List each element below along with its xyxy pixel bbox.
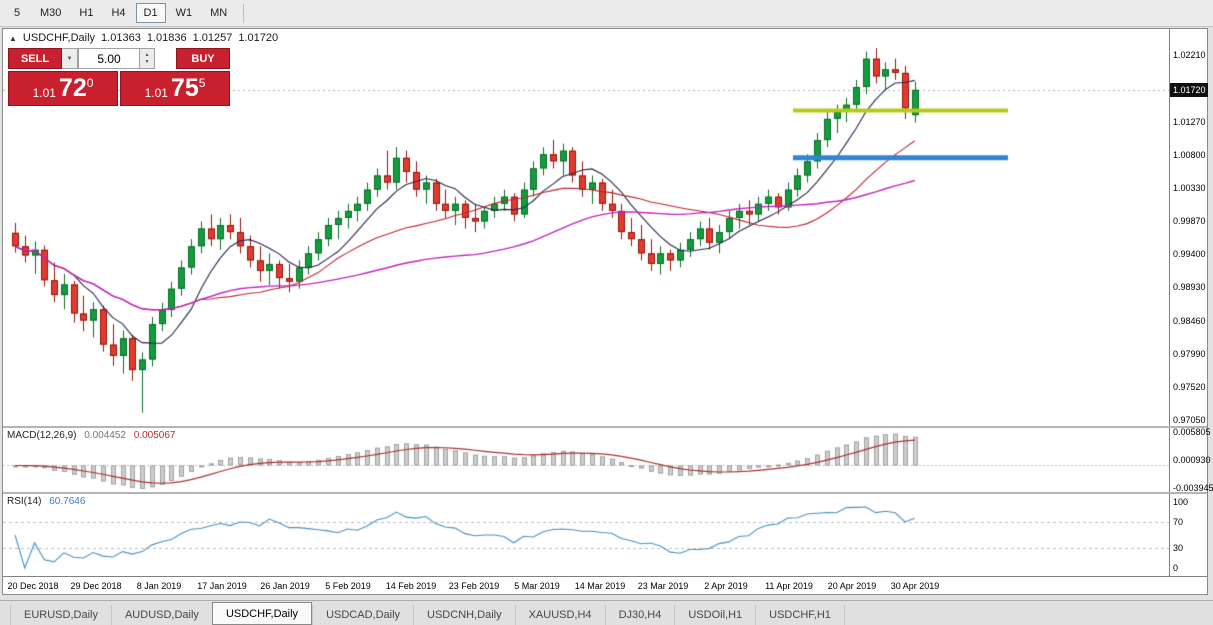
- date-axis-label: 30 Apr 2019: [890, 581, 940, 591]
- sell-price-main: 1.01: [32, 86, 56, 100]
- ohlc-close: 1.01720: [238, 32, 279, 44]
- macd-canvas[interactable]: [3, 428, 1169, 492]
- price-axis[interactable]: 1.01720 1.02210 1.01270 1.00800 1.00330 0.99…: [1169, 29, 1213, 576]
- spin-down-icon: ▼: [144, 58, 150, 65]
- chart-header: ▲ USDCHF,Daily 1.01363 1.01836 1.01257 1…: [9, 32, 278, 44]
- sell-price-sup: 0: [86, 76, 94, 90]
- macd-name: MACD(12,26,9): [7, 430, 77, 441]
- buy-price-main: 1.01: [144, 86, 168, 100]
- price-axis-label: 0.97990: [1173, 348, 1206, 359]
- macd-label: MACD(12,26,9) 0.004452 0.005067: [7, 430, 175, 441]
- rsi-value: 60.7646: [49, 496, 86, 507]
- ohlc-open: 1.01363: [101, 32, 141, 44]
- price-axis-label: 1.00330: [1173, 183, 1206, 194]
- date-axis-label: 5 Mar 2019: [514, 581, 560, 591]
- sell-price-big: 72: [58, 74, 87, 102]
- timeframe-toolbar: 5 M30 H1 H4 D1 W1 MN: [0, 0, 1213, 27]
- rsi-axis-label: 100: [1173, 497, 1189, 507]
- price-axis-label: 0.98460: [1173, 315, 1206, 326]
- chart-tab-usdoil-h1[interactable]: USDOil,H1: [674, 605, 755, 625]
- macd-value: 0.004452: [84, 430, 126, 441]
- date-axis-label: 23 Mar 2019: [637, 581, 689, 591]
- timeframe-button-5[interactable]: 5: [13, 7, 21, 19]
- chart-tab-eurusd-daily[interactable]: EURUSD,Daily: [10, 605, 111, 625]
- chart-tab-usdcad-daily[interactable]: USDCAD,Daily: [312, 605, 413, 625]
- timeframe-button-mn[interactable]: MN: [210, 7, 228, 19]
- rsi-axis-label: 0: [1173, 563, 1179, 573]
- date-axis-label: 29 Dec 2018: [70, 581, 122, 591]
- timeframe-button-m30[interactable]: M30: [40, 7, 62, 19]
- volume-dropdown-button[interactable]: ▼: [62, 48, 78, 69]
- date-axis-label: 8 Jan 2019: [136, 581, 182, 591]
- timeframe-button-h4[interactable]: H4: [111, 7, 126, 19]
- price-axis-label: 0.98930: [1173, 282, 1206, 293]
- timeframe-button-h1[interactable]: H1: [79, 7, 94, 19]
- rsi-name: RSI(14): [7, 496, 42, 507]
- chart-window: ▲ USDCHF,Daily 1.01363 1.01836 1.01257 1…: [2, 28, 1213, 595]
- date-axis-label: 20 Dec 2018: [7, 581, 59, 591]
- date-axis-label: 14 Feb 2019: [385, 581, 437, 591]
- price-axis-label: 0.99870: [1173, 215, 1206, 226]
- ohlc-low: 1.01257: [192, 32, 233, 44]
- timeframe-button-w1[interactable]: W1: [175, 7, 193, 19]
- price-axis-label: 0.99400: [1173, 249, 1206, 260]
- date-axis-label: 11 Apr 2019: [765, 581, 813, 591]
- date-axis-label: 14 Mar 2019: [574, 581, 626, 591]
- sell-button[interactable]: SELL: [8, 48, 62, 69]
- buy-price-button[interactable]: 1.01 75 5: [120, 71, 230, 106]
- chart-tab-xauusd-h4[interactable]: XAUUSD,H4: [514, 605, 605, 625]
- timeframe-group: 5 M30 H1 H4 D1 W1 MN: [4, 3, 237, 23]
- rsi-canvas[interactable]: [3, 494, 1169, 576]
- chart-tab-usdchf-daily[interactable]: USDCHF,Daily: [211, 602, 313, 625]
- date-axis-label: 2 Apr 2019: [704, 581, 748, 591]
- price-axis-label: 0.97050: [1173, 415, 1206, 426]
- rsi-axis-label: 30: [1173, 543, 1184, 554]
- macd-pane[interactable]: MACD(12,26,9) 0.004452 0.005067: [3, 428, 1169, 492]
- price-axis-label: 1.02210: [1173, 50, 1206, 61]
- date-axis-label: 23 Feb 2019: [448, 581, 500, 591]
- spin-up-icon: ▲: [144, 51, 150, 58]
- current-price-badge: 1.01720: [1170, 82, 1208, 97]
- rsi-pane[interactable]: RSI(14) 60.7646: [3, 494, 1169, 576]
- timeframe-button-d1[interactable]: D1: [135, 3, 166, 23]
- macd-axis-label: 0.000930: [1173, 455, 1211, 466]
- date-axis-label: 5 Feb 2019: [325, 581, 371, 591]
- price-axis-label: 1.00800: [1173, 149, 1206, 160]
- sell-price-button[interactable]: 1.01 72 0: [8, 71, 118, 106]
- volume-stepper[interactable]: ▲ ▼: [140, 48, 155, 69]
- rsi-label: RSI(14) 60.7646: [7, 496, 85, 507]
- chart-symbol: USDCHF,Daily: [22, 32, 96, 44]
- rsi-axis-label: 70: [1173, 516, 1184, 527]
- price-axis-label: 0.97520: [1173, 382, 1206, 393]
- pane-separator[interactable]: [3, 492, 1207, 494]
- chevron-down-icon: ▼: [66, 55, 73, 62]
- date-axis[interactable]: 20 Dec 2018 29 Dec 2018 8 Jan 2019 17 Jan 2…: [3, 576, 1207, 594]
- ohlc-high: 1.01836: [146, 32, 187, 44]
- one-click-trading-panel: SELL ▼ ▲ ▼ BUY 1.01 72 0: [8, 48, 230, 106]
- pane-separator[interactable]: [3, 426, 1207, 428]
- chart-tab-dj30-h4[interactable]: DJ30,H4: [604, 605, 675, 625]
- date-axis-label: 26 Jan 2019: [260, 581, 310, 591]
- buy-price-big: 75: [170, 74, 199, 102]
- price-pane[interactable]: ▲ USDCHF,Daily 1.01363 1.01836 1.01257 1…: [3, 29, 1169, 426]
- date-axis-label: 20 Apr 2019: [827, 581, 877, 591]
- date-axis-label: 17 Jan 2019: [197, 581, 247, 591]
- volume-input[interactable]: [78, 48, 140, 69]
- chart-tab-usdchf-h1[interactable]: USDCHF,H1: [755, 605, 845, 625]
- buy-button[interactable]: BUY: [176, 48, 230, 69]
- macd-axis-label: -0.003945: [1173, 483, 1213, 494]
- collapse-panel-icon[interactable]: ▲: [9, 33, 17, 43]
- macd-axis-label: 0.005805: [1173, 427, 1211, 437]
- chart-tabs-bar: EURUSD,Daily AUDUSD,Daily USDCHF,Daily USDC…: [0, 600, 1213, 625]
- price-axis-label: 1.01270: [1173, 116, 1206, 127]
- chart-tab-audusd-daily[interactable]: AUDUSD,Daily: [110, 605, 212, 625]
- macd-signal-value: 0.005067: [133, 430, 176, 441]
- toolbar-separator: [243, 3, 245, 23]
- buy-price-sup: 5: [198, 76, 206, 90]
- chart-tab-usdcnh-daily[interactable]: USDCNH,Daily: [413, 605, 515, 625]
